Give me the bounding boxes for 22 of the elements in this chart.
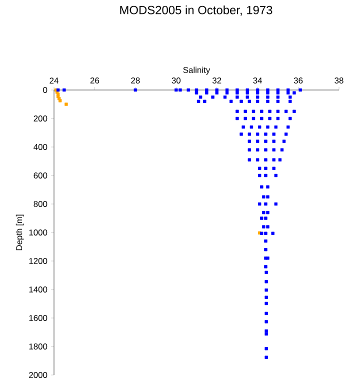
chart-title: MODS2005 in October, 1973 xyxy=(120,6,272,16)
x-tick-label: 38 xyxy=(334,78,344,84)
x-tick-label: 30 xyxy=(172,78,181,84)
y-tick-label: 0 xyxy=(43,87,48,93)
x-tick-label: 32 xyxy=(212,78,222,84)
x-tick-label: 34 xyxy=(253,78,262,84)
y-tick-label: 1600 xyxy=(29,315,48,321)
y-tick-label: 200 xyxy=(34,116,48,122)
y-tick-label: 2000 xyxy=(29,372,48,378)
y-tick-label: 600 xyxy=(34,172,48,178)
x-tick-label: 28 xyxy=(131,78,140,84)
x-axis-title: Salinity xyxy=(183,66,210,75)
y-tick-label: 1000 xyxy=(29,230,48,236)
y-tick-label: 800 xyxy=(34,201,48,207)
y-tick-label: 1200 xyxy=(29,258,48,264)
y-axis-title: Depth [m] xyxy=(16,214,24,250)
x-tick-label: 26 xyxy=(90,78,100,84)
y-tick-label: 400 xyxy=(34,144,48,150)
y-tick-label: 1800 xyxy=(29,344,48,350)
y-tick-label: 1400 xyxy=(29,286,48,292)
x-tick-label: 24 xyxy=(50,78,58,84)
x-tick-label: 36 xyxy=(294,78,303,84)
